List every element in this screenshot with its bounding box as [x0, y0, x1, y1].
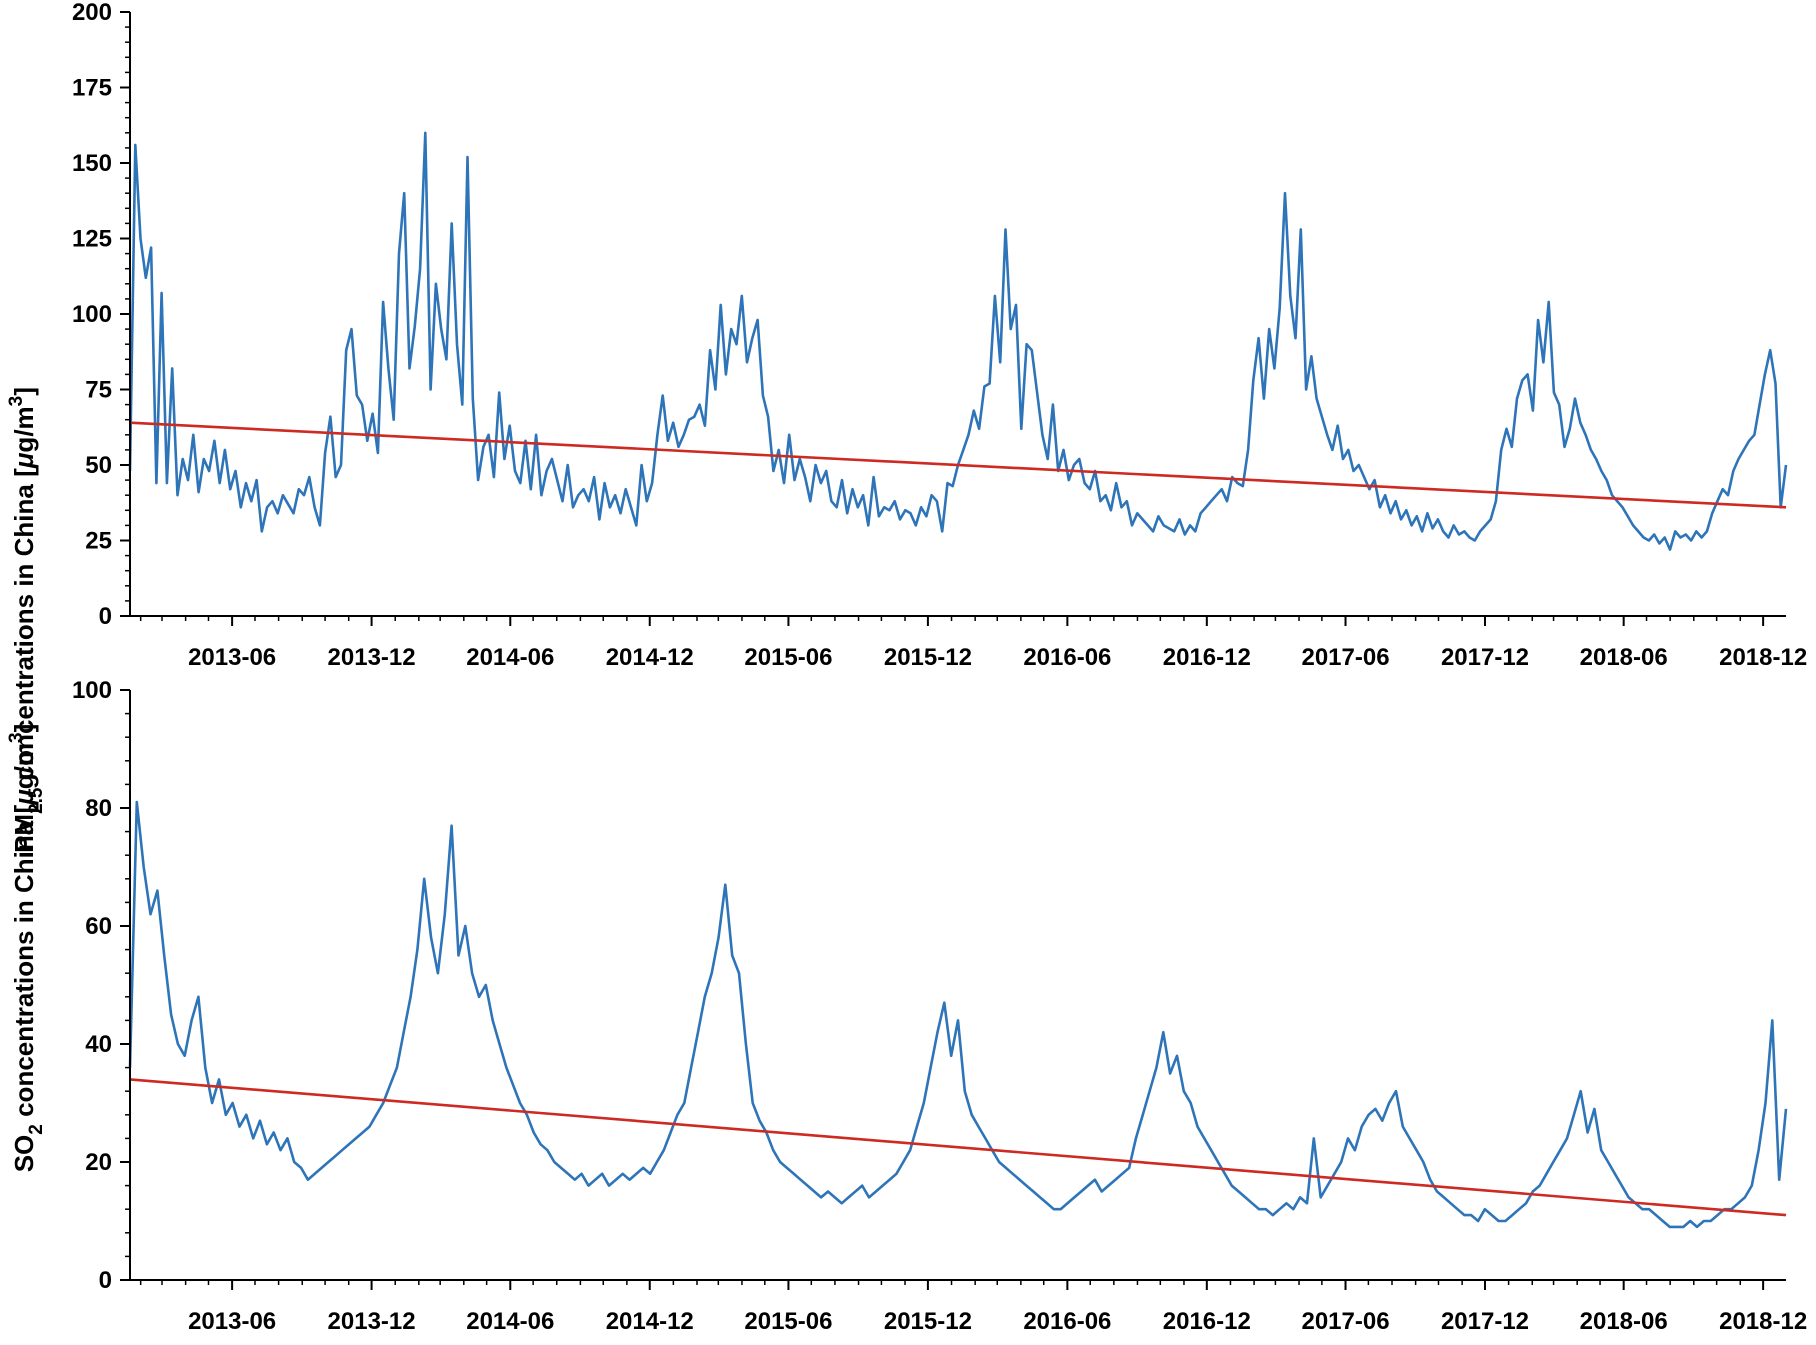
- so2-x-tick-label: 2014-12: [606, 1308, 694, 1335]
- so2-y-tick-label: 60: [85, 913, 112, 940]
- pm25-y-tick-label: 125: [72, 226, 112, 253]
- so2-y-tick-label: 20: [85, 1149, 112, 1176]
- so2-x-tick-label: 2018-12: [1719, 1308, 1807, 1335]
- pm25-y-tick-label: 50: [85, 452, 112, 479]
- so2-panel: 0 20 40 60 80 100 2013-06 2013-12 2014-06 2014-12…: [6, 677, 1807, 1335]
- pm25-x-tick-label: 2013-12: [328, 644, 416, 671]
- pm25-x-tick-label: 2013-06: [188, 644, 276, 671]
- pm25-y-tick-label: 100: [72, 301, 112, 328]
- pm25-x-tick-label: 2018-12: [1719, 644, 1807, 671]
- so2-axes: 0 20 40 60 80 100 2013-06 2013-12 2014-06 2014-12…: [72, 677, 1807, 1335]
- so2-y-tick-label: 80: [85, 795, 112, 822]
- pm25-x-tick-label: 2016-12: [1163, 644, 1251, 671]
- so2-x-tick-label: 2017-06: [1301, 1308, 1389, 1335]
- so2-series-line: [128, 800, 1788, 1229]
- so2-y-axis-label: SO2 concentrations in China [μg/m3]: [6, 724, 47, 1173]
- pm25-y-tick-label: 0: [99, 603, 112, 630]
- pm25-x-tick-label: 2017-06: [1301, 644, 1389, 671]
- pm25-axes: 0 25 50 75 100 125 150 175 200 2013-06 2013-12 2014…: [72, 0, 1807, 671]
- pm25-x-tick-label: 2014-06: [466, 644, 554, 671]
- so2-trend-line: [129, 1078, 1787, 1217]
- so2-y-tick-label: 40: [85, 1031, 112, 1058]
- so2-series-group: [128, 800, 1788, 1229]
- pm25-x-tick-label: 2015-12: [884, 644, 972, 671]
- pm25-y-tick-label: 75: [85, 377, 112, 404]
- pm25-series-group: [128, 131, 1788, 551]
- so2-x-tick-label: 2018-06: [1580, 1308, 1668, 1335]
- pm25-y-tick-label: 25: [85, 528, 112, 555]
- so2-x-tick-label: 2015-12: [884, 1308, 972, 1335]
- pm25-x-tick-label: 2018-06: [1580, 644, 1668, 671]
- pm25-x-tick-label: 2015-06: [744, 644, 832, 671]
- pm25-x-tick-label: 2017-12: [1441, 644, 1529, 671]
- pm25-x-tick-label: 2014-12: [606, 644, 694, 671]
- so2-y-tick-label: 0: [99, 1267, 112, 1294]
- so2-x-tick-label: 2017-12: [1441, 1308, 1529, 1335]
- so2-x-tick-label: 2013-06: [188, 1308, 276, 1335]
- so2-y-tick-label: 100: [72, 677, 112, 704]
- so2-x-tick-label: 2014-06: [466, 1308, 554, 1335]
- so2-x-tick-label: 2015-06: [744, 1308, 832, 1335]
- pm25-trend-line: [129, 421, 1787, 509]
- pm25-panel: 0 25 50 75 100 125 150 175 200 2013-06 2013-12 2014…: [6, 0, 1807, 853]
- pm25-x-tick-label: 2016-06: [1023, 644, 1111, 671]
- pm25-y-tick-label: 200: [72, 0, 112, 26]
- so2-x-tick-label: 2013-12: [328, 1308, 416, 1335]
- pm25-series-line: [128, 131, 1788, 551]
- pm25-y-axis-label: PM2.5 concentrations in China [μg/m3]: [6, 387, 47, 853]
- pm25-y-tick-label: 175: [72, 75, 112, 102]
- so2-x-tick-label: 2016-12: [1163, 1308, 1251, 1335]
- pm25-y-tick-label: 150: [72, 150, 112, 177]
- so2-x-tick-label: 2016-06: [1023, 1308, 1111, 1335]
